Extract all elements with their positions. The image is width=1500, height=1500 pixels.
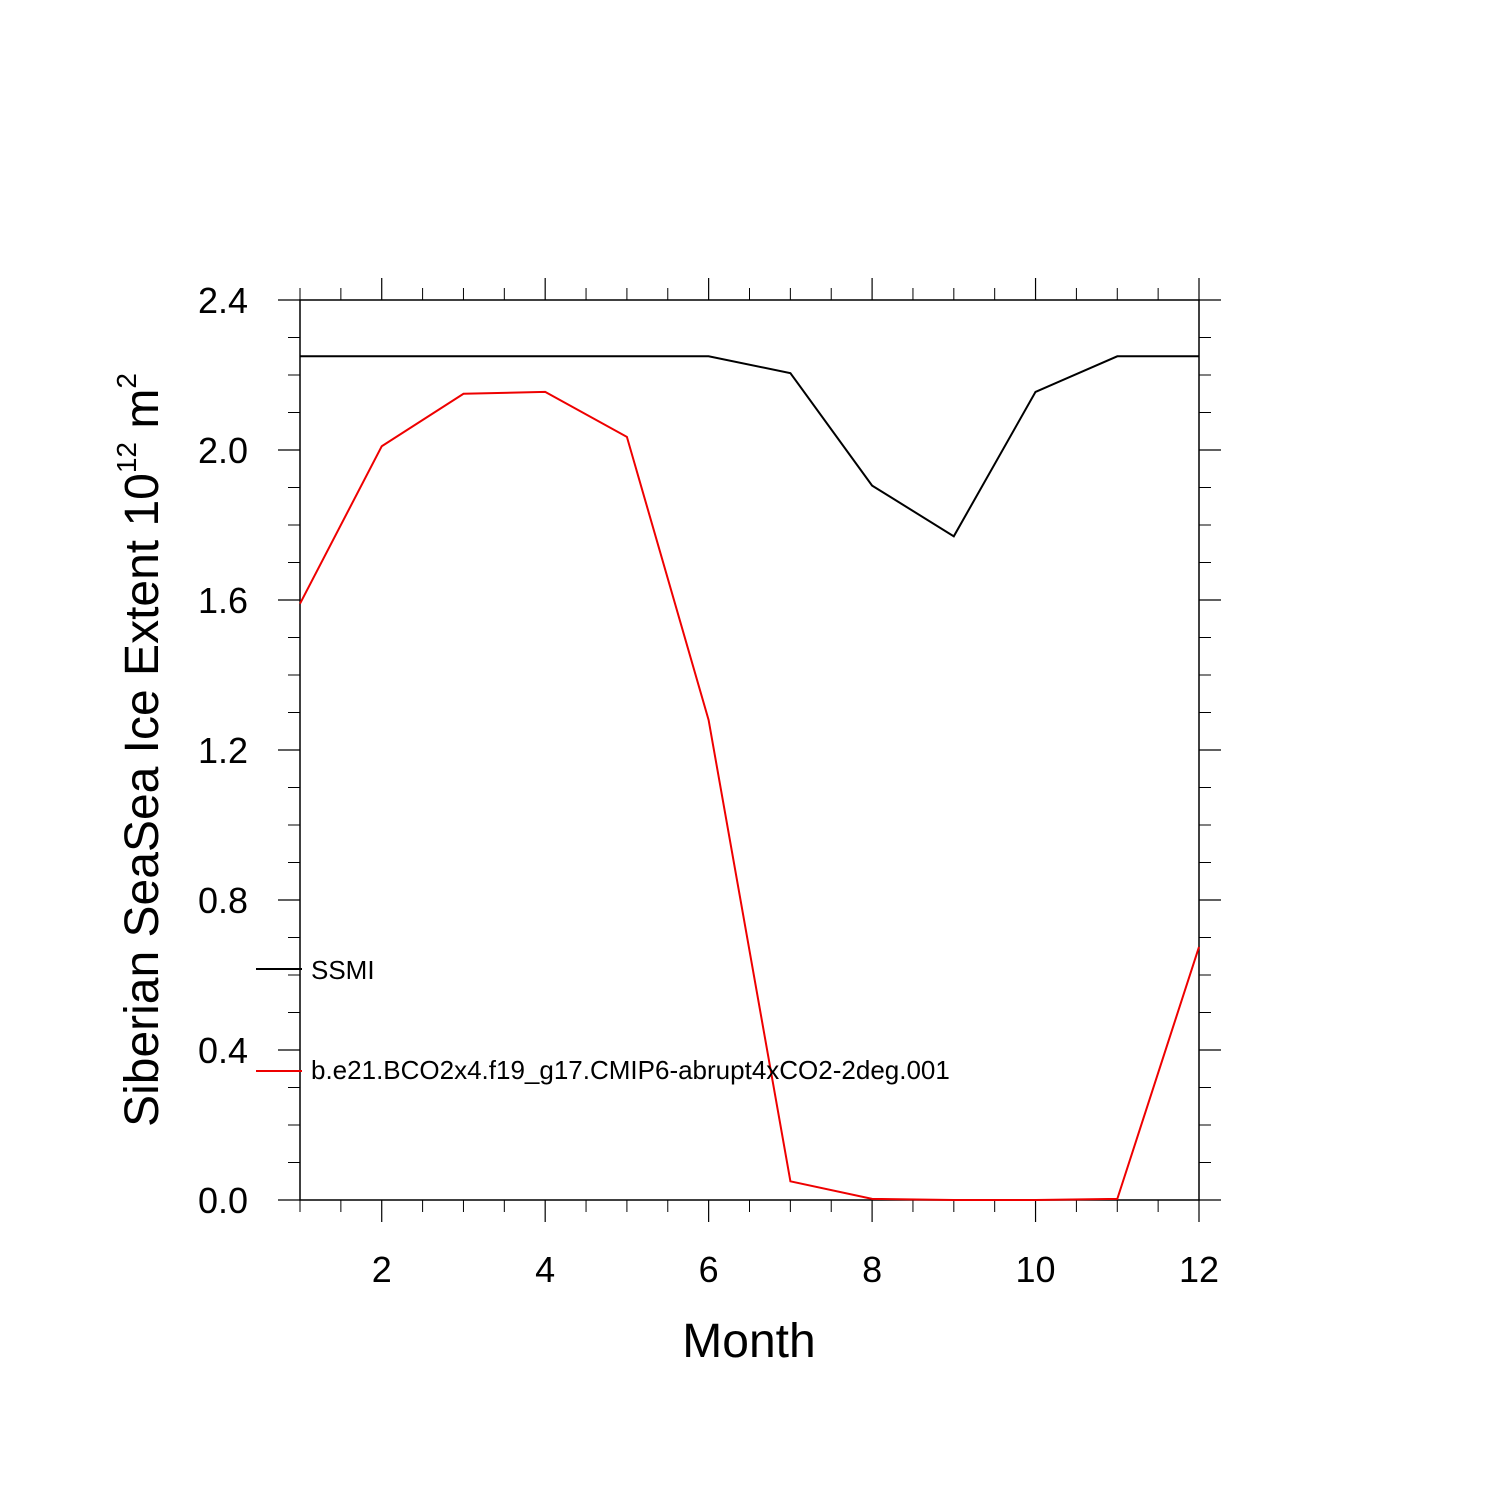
y-axis-title-main: Siberian SeaSea Ice Extent 10 xyxy=(116,473,169,1127)
x-tick-label: 10 xyxy=(1016,1249,1056,1290)
y-tick-label: 0.4 xyxy=(198,1030,248,1071)
y-axis-title-unit: m xyxy=(116,389,169,429)
y-axis-title: Siberian SeaSea Ice Extent 1012 m2 xyxy=(111,373,169,1127)
x-tick-label: 2 xyxy=(372,1249,392,1290)
major-ticks xyxy=(278,278,1221,1222)
minor-ticks xyxy=(288,288,1211,1212)
series-layer xyxy=(299,355,1200,1201)
y-axis-title-spacer xyxy=(116,429,169,442)
x-tick-label: 6 xyxy=(699,1249,719,1290)
x-tick-label: 12 xyxy=(1179,1249,1219,1290)
y-tick-label: 0.0 xyxy=(198,1180,248,1221)
y-tick-label: 2.0 xyxy=(198,430,248,471)
y-axis-title-exponent: 12 xyxy=(111,442,142,473)
y-tick-label: 2.4 xyxy=(198,280,248,321)
legend: SSMI b.e21.BCO2x4.f19_g17.CMIP6-abrupt4x… xyxy=(256,955,950,1085)
x-axis-title: Month xyxy=(682,1315,815,1368)
y-tick-label: 1.6 xyxy=(198,580,248,621)
y-tick-label: 0.8 xyxy=(198,880,248,921)
series-line-ssmi xyxy=(300,355,1199,538)
y-axis-title-unit-exponent: 2 xyxy=(111,373,142,389)
y-tick-label: 1.2 xyxy=(198,730,248,771)
series-line-model xyxy=(299,390,1200,1201)
x-tick-label: 8 xyxy=(862,1249,882,1290)
x-tick-labels: 2 4 6 8 10 12 xyxy=(372,1249,1219,1290)
plot-frame xyxy=(299,299,1200,1201)
legend-label-model: b.e21.BCO2x4.f19_g17.CMIP6-abrupt4xCO2-2… xyxy=(311,1055,950,1085)
legend-label-ssmi: SSMI xyxy=(311,955,375,985)
x-tick-label: 4 xyxy=(535,1249,555,1290)
y-tick-labels: 0.0 0.4 0.8 1.2 1.6 2.0 2.4 xyxy=(198,280,248,1221)
